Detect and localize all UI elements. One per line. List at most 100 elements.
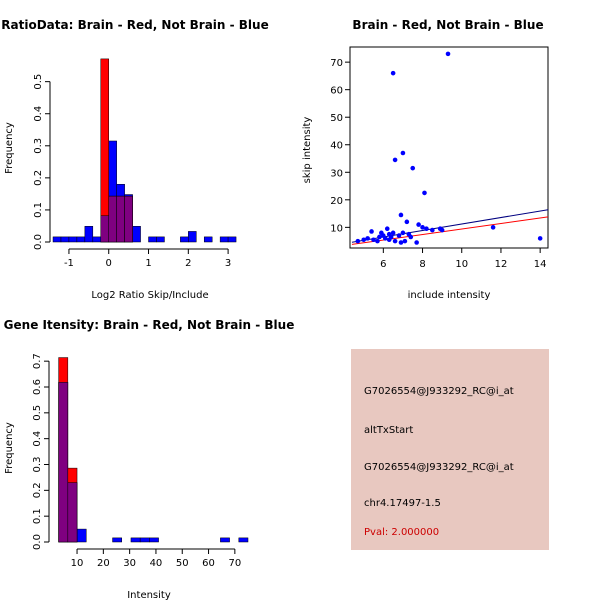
scatter-point xyxy=(390,70,396,76)
scatter-x-tick-label: 14 xyxy=(534,259,547,270)
intensity-histogram-bar-overlap xyxy=(58,382,69,543)
ratio-histogram-ylabel: Frequency xyxy=(4,122,15,174)
ratio-histogram-y-tick-label: 0.5 xyxy=(33,74,44,90)
ratio-histogram-y-tick-label: 0.4 xyxy=(33,106,44,122)
scatter-point xyxy=(490,225,496,230)
probe-info-box: G7026554@J933292_RC@i_at altTxStart G702… xyxy=(351,349,549,550)
scatter-point xyxy=(445,51,451,57)
ratio-histogram-y-tick-label: 0.1 xyxy=(33,202,44,218)
intensity-histogram-panel: Gene Itensity: Brain - Red, Not Brain - … xyxy=(4,318,295,600)
scatter-x-tick-label: 6 xyxy=(380,259,386,270)
ratio-histogram-bar-not-brain xyxy=(92,236,102,243)
scatter-y-tick-label: 10 xyxy=(330,223,343,234)
intensity-histogram-bar-not-brain xyxy=(112,537,123,543)
scatter-point xyxy=(422,190,427,196)
intensity-histogram-x-tick-label: 40 xyxy=(150,558,163,569)
scatter-point xyxy=(355,238,361,244)
scatter-point xyxy=(390,230,396,236)
scatter-point xyxy=(537,236,543,241)
ratio-histogram-bar-not-brain xyxy=(132,226,141,243)
ratio-histogram-bar-not-brain xyxy=(188,231,197,243)
scatter-panel: Brain - Red, Not Brain - Blue include in… xyxy=(302,18,549,301)
ratio-histogram-bar-not-brain xyxy=(156,236,165,243)
intensity-histogram-y-tick-label: 0.2 xyxy=(32,482,43,498)
scatter-point xyxy=(420,225,425,230)
intensity-histogram-bar-not-brain xyxy=(76,528,87,543)
scatter-point xyxy=(369,229,374,234)
ratio-histogram-bar-not-brain xyxy=(227,236,237,243)
scatter-point xyxy=(388,234,394,240)
intensity-histogram-y-tick-label: 0.0 xyxy=(32,534,43,550)
ratio-histogram-y-tick-label: 0.3 xyxy=(33,138,44,154)
scatter-title: Brain - Red, Not Brain - Blue xyxy=(352,18,543,32)
scatter-point xyxy=(377,234,382,240)
ratio-histogram-xlabel: Log2 Ratio Skip/Include xyxy=(91,290,208,301)
scatter-point xyxy=(365,236,370,241)
intensity-histogram-y-tick-label: 0.4 xyxy=(32,431,43,447)
scatter-point xyxy=(410,165,416,171)
scatter-ylabel: skip intensity xyxy=(302,117,313,184)
p-value: Pval: 2.000000 xyxy=(364,527,440,538)
scatter-point xyxy=(381,233,386,238)
ratio-histogram-bar-not-brain xyxy=(60,236,70,243)
scatter-point xyxy=(404,219,410,225)
intensity-histogram-y-tick-label: 0.3 xyxy=(32,457,43,473)
scatter-point xyxy=(392,238,398,244)
scatter-x-tick-label: 10 xyxy=(455,259,468,270)
ratio-histogram-x-tick-label: 2 xyxy=(185,258,191,269)
intensity-histogram-ylabel: Frequency xyxy=(4,422,15,474)
scatter-plot-frame xyxy=(349,46,549,249)
scatter-point xyxy=(398,212,404,218)
probe-id: G7026554@J933292_RC@i_at xyxy=(364,386,514,397)
scatter-point xyxy=(400,150,406,156)
scatter-point xyxy=(416,222,421,227)
ratio-histogram-bar-not-brain xyxy=(52,236,62,243)
scatter-y-tick-label: 40 xyxy=(330,141,343,152)
ratio-histogram-x-tick-label: -1 xyxy=(64,258,74,269)
scatter-y-tick-label: 70 xyxy=(330,58,343,69)
ratio-histogram-y-tick-label: 0.0 xyxy=(33,234,44,250)
ratio-histogram-bar-overlap xyxy=(100,215,109,243)
scatter-point xyxy=(398,240,404,245)
intensity-histogram-title: Gene Itensity: Brain - Red, Not Brain - … xyxy=(4,318,295,332)
intensity-histogram-bar-not-brain xyxy=(149,537,159,543)
intensity-histogram-x-tick-label: 10 xyxy=(71,558,84,569)
scatter-point xyxy=(375,238,380,244)
ratio-histogram-bar-overlap xyxy=(116,195,125,243)
scatter-point xyxy=(424,226,429,232)
intensity-histogram-bar-not-brain xyxy=(130,537,141,543)
scatter-x-tick-label: 8 xyxy=(419,259,425,270)
probe-id-secondary: G7026554@J933292_RC@i_at xyxy=(364,462,514,473)
scatter-y-tick-label: 20 xyxy=(330,196,343,207)
scatter-point xyxy=(400,230,406,236)
ratio-histogram-bar-not-brain xyxy=(68,236,78,243)
scatter-point xyxy=(384,226,390,232)
ratio-histogram-bar-not-brain xyxy=(76,236,86,243)
scatter-x-tick-label: 12 xyxy=(495,259,508,270)
ratio-histogram-bar-not-brain xyxy=(148,236,157,243)
ratio-histogram-bar-not-brain xyxy=(180,236,189,243)
scatter-point xyxy=(361,237,367,243)
event-type: altTxStart xyxy=(364,425,414,436)
scatter-point xyxy=(430,227,435,233)
ratio-histogram-x-tick-label: 3 xyxy=(225,258,231,269)
intensity-histogram-y-tick-label: 0.5 xyxy=(32,405,43,421)
scatter-point xyxy=(439,227,445,233)
scatter-point xyxy=(406,231,412,237)
scatter-y-tick-label: 30 xyxy=(330,168,343,179)
intensity-histogram-y-tick-label: 0.1 xyxy=(32,508,43,524)
intensity-histogram-bar-not-brain xyxy=(220,537,230,543)
ratio-histogram-title: RatioData: Brain - Red, Not Brain - Blue xyxy=(1,18,268,32)
intensity-histogram-xlabel: Intensity xyxy=(127,590,171,600)
intensity-histogram-x-tick-label: 50 xyxy=(176,558,189,569)
intensity-histogram-x-tick-label: 70 xyxy=(228,558,241,569)
intensity-histogram-bar-overlap xyxy=(67,482,78,543)
intensity-histogram-bar-not-brain xyxy=(139,537,150,543)
intensity-histogram-x-tick-label: 60 xyxy=(202,558,215,569)
intensity-histogram-y-tick-label: 0.6 xyxy=(32,379,43,395)
scatter-point xyxy=(414,240,419,245)
scatter-point xyxy=(392,157,398,163)
scatter-xlabel: include intensity xyxy=(408,290,491,301)
ratio-histogram-y-tick-label: 0.2 xyxy=(33,170,44,186)
